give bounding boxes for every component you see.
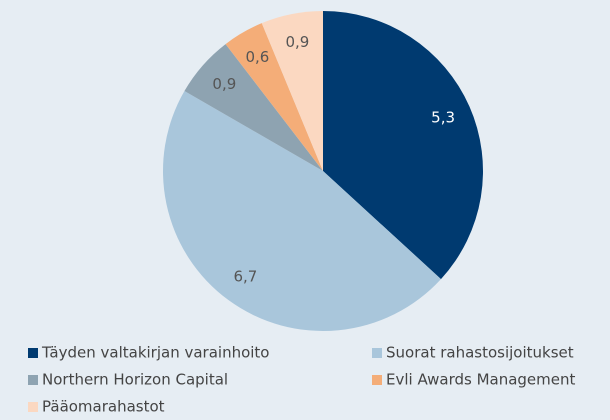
data-label: 6,7: [233, 267, 257, 285]
legend-label: Northern Horizon Capital: [42, 371, 228, 389]
legend-swatch: [28, 375, 38, 385]
legend-swatch: [372, 348, 382, 358]
data-label: 0,6: [245, 48, 269, 66]
data-label: 0,9: [212, 75, 236, 93]
pie-slice: [225, 23, 323, 171]
pie-slice: [261, 11, 323, 171]
legend-label: Pääomarahastot: [42, 398, 165, 416]
pie-slice: [184, 44, 323, 172]
legend-swatch: [372, 375, 382, 385]
legend-label: Täyden valtakirjan varainhoito: [41, 344, 269, 362]
legend-label: Evli Awards Management: [386, 371, 576, 389]
legend-label: Suorat rahastosijoitukset: [386, 344, 574, 362]
legend-swatch: [28, 348, 38, 358]
legend-swatch: [28, 402, 38, 412]
data-label: 0,9: [285, 33, 309, 51]
pie-slice: [162, 91, 441, 332]
pie-slice: [323, 11, 483, 280]
data-label: 5,3: [431, 109, 455, 127]
